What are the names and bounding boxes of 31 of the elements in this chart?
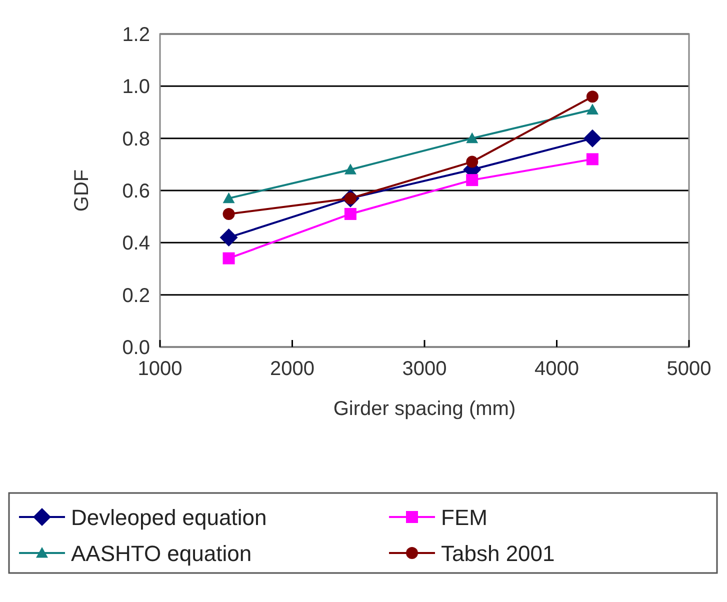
point [466, 156, 478, 168]
point [586, 153, 598, 166]
point [466, 132, 478, 144]
y-tick-label: 0.0 [122, 337, 150, 359]
point [583, 129, 602, 148]
point [222, 192, 235, 204]
legend-label: FEM [441, 505, 488, 530]
y-tick-label: 1.2 [122, 24, 150, 46]
point [466, 174, 478, 186]
y-tick-label: 0.8 [122, 128, 150, 150]
x-tick-label: 1000 [138, 358, 182, 380]
point [222, 208, 235, 220]
x-tick-label: 4000 [534, 358, 579, 380]
y-tick-label: 0.2 [122, 284, 150, 307]
point [586, 104, 598, 114]
point [220, 228, 238, 246]
point [344, 164, 356, 174]
legend-label: Tabsh 2001 [441, 541, 555, 566]
x-axis-title: Girder spacing (mm) [333, 398, 516, 420]
legend-label: AASHTO equation [71, 541, 252, 566]
x-tick-label: 3000 [402, 358, 447, 380]
point [344, 208, 356, 220]
y-axis-title: GDF [71, 169, 93, 212]
point [586, 90, 598, 103]
legend-label: Devleoped equation [71, 505, 267, 530]
x-tick-label: 5000 [666, 358, 712, 380]
point [222, 252, 235, 264]
y-tick-label: 1.0 [122, 76, 150, 98]
x-tick-label: 2000 [270, 358, 314, 380]
y-tick-label: 0.6 [122, 180, 150, 202]
y-tick-label: 0.4 [122, 232, 150, 255]
